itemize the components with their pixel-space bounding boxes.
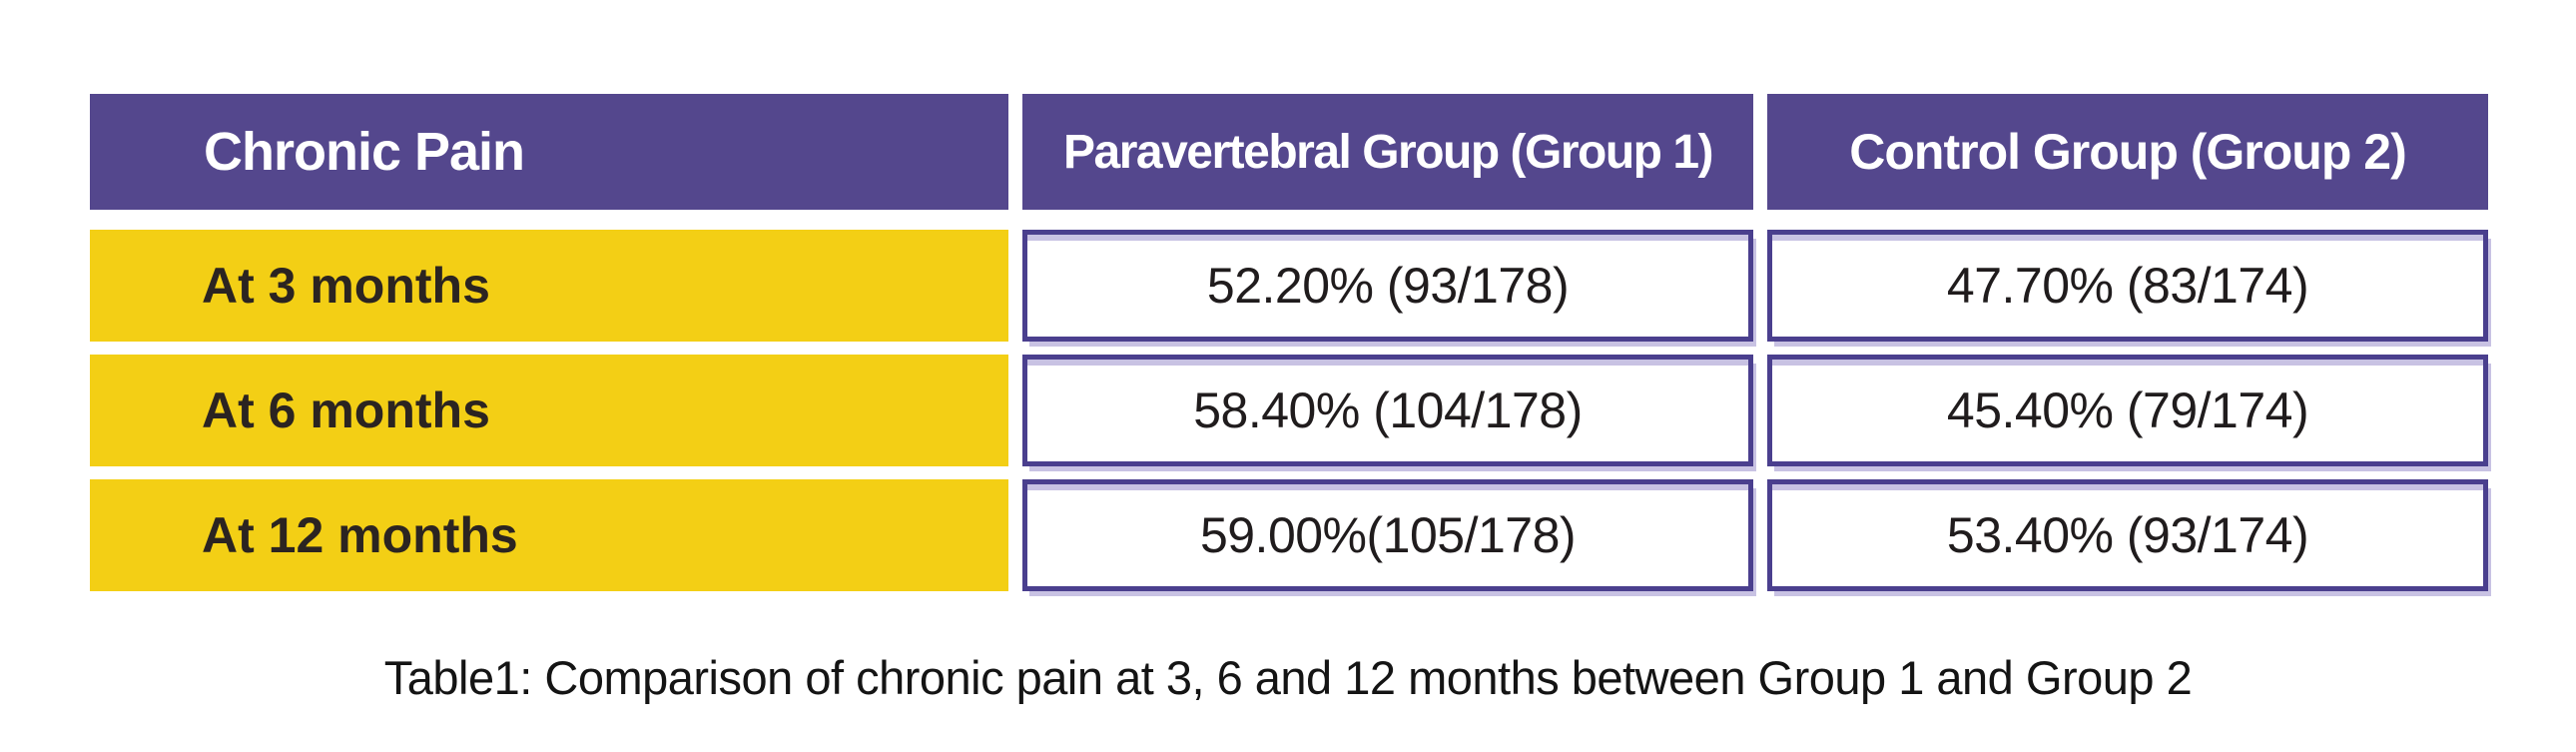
header-cell-control-group: Control Group (Group 2) <box>1767 94 2488 210</box>
value-3-months-group2: 47.70% (83/174) <box>1767 230 2488 342</box>
row-label-3-months: At 3 months <box>90 230 1008 342</box>
table-caption: Table1: Comparison of chronic pain at 3,… <box>383 651 2193 704</box>
row-label-6-months: At 6 months <box>90 355 1008 466</box>
value-6-months-group2: 45.40% (79/174) <box>1767 355 2488 466</box>
table-row-12-months: At 12 months 59.00%(105/178) 53.40% (93/… <box>90 479 2488 591</box>
comparison-table: Chronic Pain Paravertebral Group (Group … <box>90 94 2488 591</box>
header-cell-chronic-pain: Chronic Pain <box>90 94 1008 210</box>
table-header-row: Chronic Pain Paravertebral Group (Group … <box>90 94 2488 210</box>
value-6-months-group1: 58.40% (104/178) <box>1022 355 1753 466</box>
table-row-3-months: At 3 months 52.20% (93/178) 47.70% (83/1… <box>90 230 2488 342</box>
header-cell-paravertebral-group: Paravertebral Group (Group 1) <box>1022 94 1753 210</box>
table-row-6-months: At 6 months 58.40% (104/178) 45.40% (79/… <box>90 355 2488 466</box>
value-3-months-group1: 52.20% (93/178) <box>1022 230 1753 342</box>
value-12-months-group1: 59.00%(105/178) <box>1022 479 1753 591</box>
row-label-12-months: At 12 months <box>90 479 1008 591</box>
value-12-months-group2: 53.40% (93/174) <box>1767 479 2488 591</box>
